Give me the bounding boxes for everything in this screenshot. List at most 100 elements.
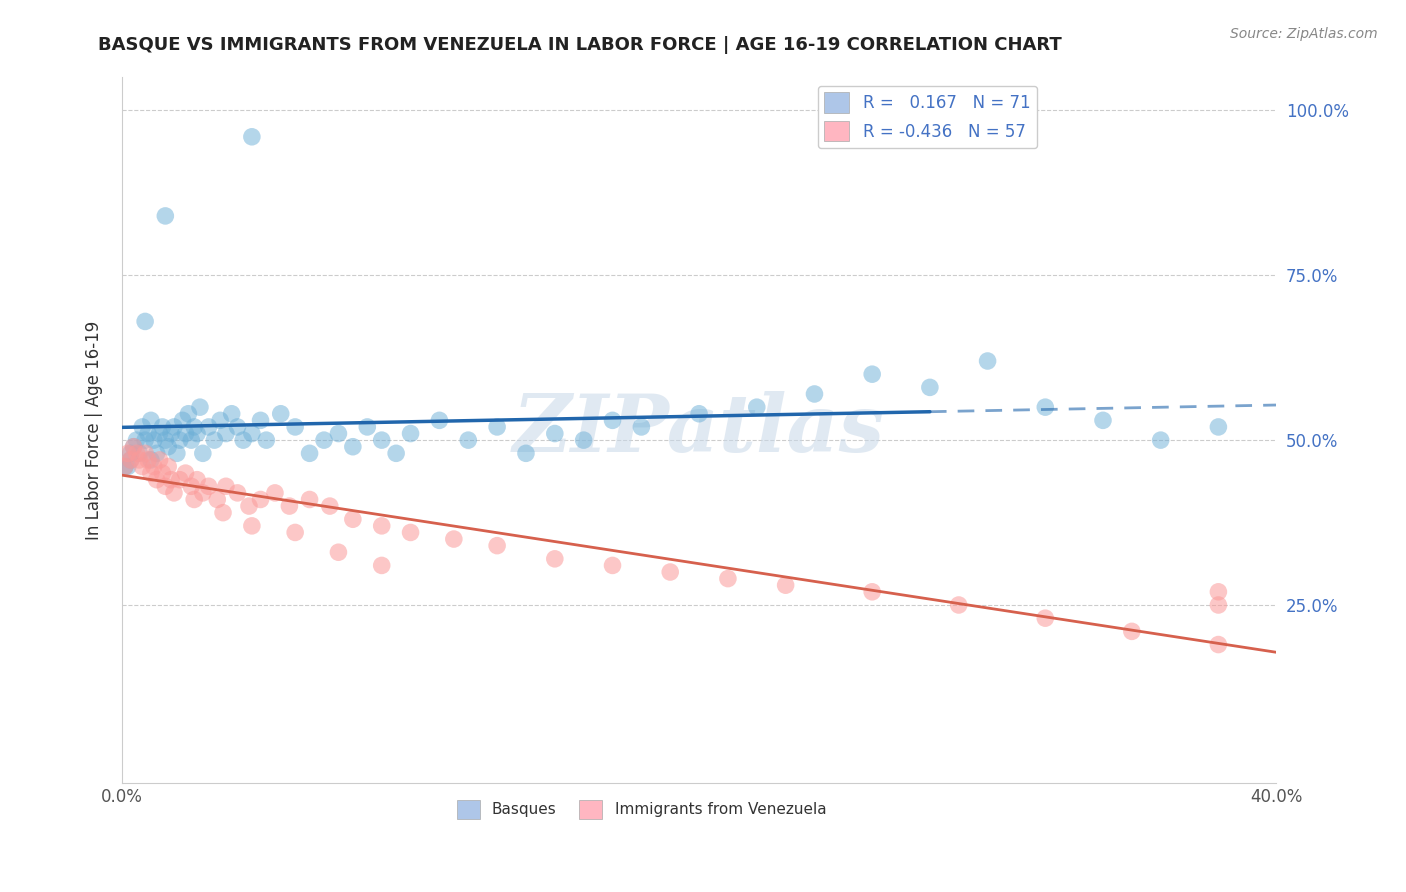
Point: [160, 426, 183, 441]
Point: [114, 459, 136, 474]
Point: [136, 453, 159, 467]
Point: [264, 486, 287, 500]
Point: [155, 479, 177, 493]
Point: [163, 486, 186, 500]
Point: [238, 499, 260, 513]
Point: [152, 420, 174, 434]
Point: [183, 420, 205, 434]
Point: [745, 400, 768, 414]
Point: [131, 459, 153, 474]
Point: [298, 492, 321, 507]
Point: [197, 479, 219, 493]
Point: [1208, 638, 1230, 652]
Point: [803, 387, 825, 401]
Point: [131, 420, 153, 434]
Point: [215, 426, 238, 441]
Point: [180, 433, 202, 447]
Point: [160, 473, 183, 487]
Point: [155, 209, 177, 223]
Point: [659, 565, 682, 579]
Point: [278, 499, 301, 513]
Point: [775, 578, 797, 592]
Point: [157, 440, 180, 454]
Point: [630, 420, 652, 434]
Point: [370, 519, 392, 533]
Point: [174, 466, 197, 480]
Point: [572, 433, 595, 447]
Point: [134, 446, 156, 460]
Point: [284, 420, 307, 434]
Point: [860, 584, 883, 599]
Point: [122, 440, 145, 454]
Point: [197, 420, 219, 434]
Point: [120, 446, 142, 460]
Point: [1033, 611, 1056, 625]
Point: [226, 420, 249, 434]
Point: [688, 407, 710, 421]
Point: [134, 433, 156, 447]
Point: [186, 426, 208, 441]
Point: [399, 426, 422, 441]
Point: [145, 473, 167, 487]
Point: [399, 525, 422, 540]
Point: [139, 413, 162, 427]
Point: [342, 440, 364, 454]
Point: [443, 532, 465, 546]
Point: [202, 433, 225, 447]
Point: [385, 446, 408, 460]
Point: [486, 420, 509, 434]
Point: [312, 433, 335, 447]
Point: [976, 354, 998, 368]
Point: [125, 433, 148, 447]
Point: [125, 446, 148, 460]
Point: [429, 413, 451, 427]
Y-axis label: In Labor Force | Age 16-19: In Labor Force | Age 16-19: [86, 320, 103, 540]
Legend: Basques, Immigrants from Venezuela: Basques, Immigrants from Venezuela: [450, 794, 832, 825]
Point: [215, 479, 238, 493]
Point: [328, 545, 350, 559]
Point: [183, 492, 205, 507]
Point: [717, 572, 740, 586]
Point: [139, 466, 162, 480]
Point: [163, 420, 186, 434]
Point: [370, 433, 392, 447]
Point: [172, 413, 194, 427]
Point: [284, 525, 307, 540]
Point: [1208, 420, 1230, 434]
Point: [370, 558, 392, 573]
Point: [148, 426, 170, 441]
Point: [157, 459, 180, 474]
Point: [120, 453, 142, 467]
Point: [948, 598, 970, 612]
Point: [114, 459, 136, 474]
Point: [860, 367, 883, 381]
Point: [139, 453, 162, 467]
Point: [1121, 624, 1143, 639]
Point: [169, 473, 191, 487]
Point: [342, 512, 364, 526]
Point: [188, 400, 211, 414]
Point: [142, 433, 165, 447]
Point: [209, 413, 232, 427]
Point: [254, 433, 277, 447]
Point: [457, 433, 479, 447]
Point: [180, 479, 202, 493]
Point: [486, 539, 509, 553]
Point: [602, 558, 624, 573]
Point: [152, 466, 174, 480]
Point: [145, 446, 167, 460]
Point: [918, 380, 941, 394]
Point: [221, 407, 243, 421]
Point: [120, 453, 142, 467]
Point: [186, 473, 208, 487]
Text: Source: ZipAtlas.com: Source: ZipAtlas.com: [1230, 27, 1378, 41]
Point: [240, 129, 263, 144]
Point: [212, 506, 235, 520]
Point: [191, 446, 214, 460]
Point: [602, 413, 624, 427]
Point: [232, 433, 254, 447]
Point: [356, 420, 378, 434]
Text: ZIPatlas: ZIPatlas: [513, 392, 886, 469]
Point: [544, 426, 567, 441]
Text: BASQUE VS IMMIGRANTS FROM VENEZUELA IN LABOR FORCE | AGE 16-19 CORRELATION CHART: BASQUE VS IMMIGRANTS FROM VENEZUELA IN L…: [98, 36, 1062, 54]
